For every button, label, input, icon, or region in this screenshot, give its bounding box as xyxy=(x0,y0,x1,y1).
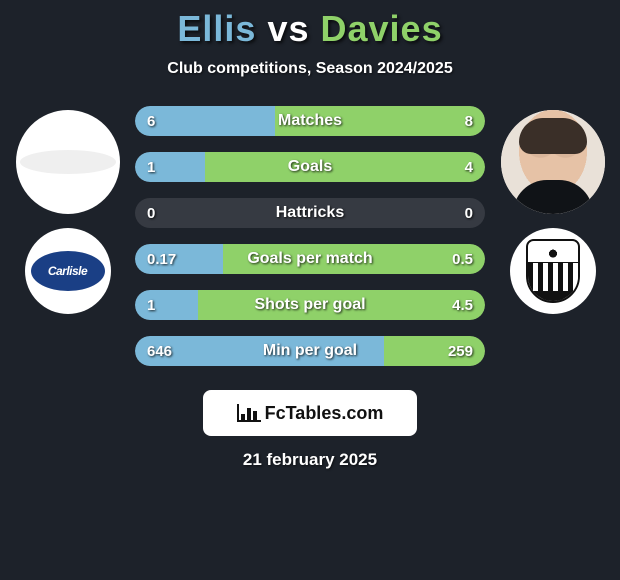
stat-left-value: 0.17 xyxy=(147,251,176,268)
stat-row: 68Matches xyxy=(135,106,485,136)
stat-bar-right-fill xyxy=(223,244,486,274)
title-left: Ellis xyxy=(177,8,256,49)
left-player-avatar xyxy=(16,110,120,214)
stat-bar-left-fill xyxy=(135,336,384,366)
stat-right-value: 0.5 xyxy=(452,251,473,268)
title-vs: vs xyxy=(267,8,309,49)
stat-right-value: 259 xyxy=(448,343,473,360)
right-player-avatar xyxy=(501,110,605,214)
comparison-card: Ellis vs Davies Club competitions, Seaso… xyxy=(0,0,620,580)
stat-left-value: 1 xyxy=(147,297,155,314)
stat-bar-right-fill xyxy=(198,290,485,320)
stat-row: 14Goals xyxy=(135,152,485,182)
shield-icon xyxy=(528,241,578,263)
stat-bars: 68Matches14Goals00Hattricks0.170.5Goals … xyxy=(135,106,485,382)
brand-badge: FcTables.com xyxy=(203,390,417,436)
stat-bar-left-fill xyxy=(135,106,275,136)
stat-row: 14.5Shots per goal xyxy=(135,290,485,320)
stat-label: Hattricks xyxy=(135,204,485,222)
date-line: 21 february 2025 xyxy=(0,450,620,470)
right-player-column xyxy=(495,106,610,314)
stat-left-value: 1 xyxy=(147,159,155,176)
title-right: Davies xyxy=(321,8,443,49)
avatar-photo-icon xyxy=(501,110,605,214)
stat-row: 0 0Hattricks xyxy=(135,198,485,228)
left-club-badge: Carlisle xyxy=(25,228,111,314)
stat-row: 646259Min per goal xyxy=(135,336,485,366)
stat-left-value: 646 xyxy=(147,343,172,360)
stat-right-value: 0 xyxy=(465,205,473,222)
page-title: Ellis vs Davies xyxy=(0,8,620,50)
left-club-badge-inner: Carlisle xyxy=(31,251,105,291)
stat-right-value: 4.5 xyxy=(452,297,473,314)
body-row: Carlisle 68Matches14Goals00Hattricks0.17… xyxy=(0,106,620,382)
brand-text: FcTables.com xyxy=(265,403,384,424)
stat-left-value: 0 xyxy=(147,205,155,222)
stat-bar-left-fill xyxy=(135,290,198,320)
subtitle: Club competitions, Season 2024/2025 xyxy=(0,60,620,78)
stat-right-value: 4 xyxy=(465,159,473,176)
stat-row: 0.170.5Goals per match xyxy=(135,244,485,274)
stat-bar-right-fill xyxy=(205,152,485,182)
stat-right-value: 8 xyxy=(465,113,473,130)
right-club-badge xyxy=(510,228,596,314)
left-player-column: Carlisle xyxy=(10,106,125,314)
stat-bar-right-fill xyxy=(275,106,485,136)
right-club-badge-inner xyxy=(526,239,580,303)
stat-left-value: 6 xyxy=(147,113,155,130)
bar-chart-icon xyxy=(237,404,261,422)
stat-bar-left-fill xyxy=(135,152,205,182)
avatar-placeholder-icon xyxy=(20,150,116,174)
